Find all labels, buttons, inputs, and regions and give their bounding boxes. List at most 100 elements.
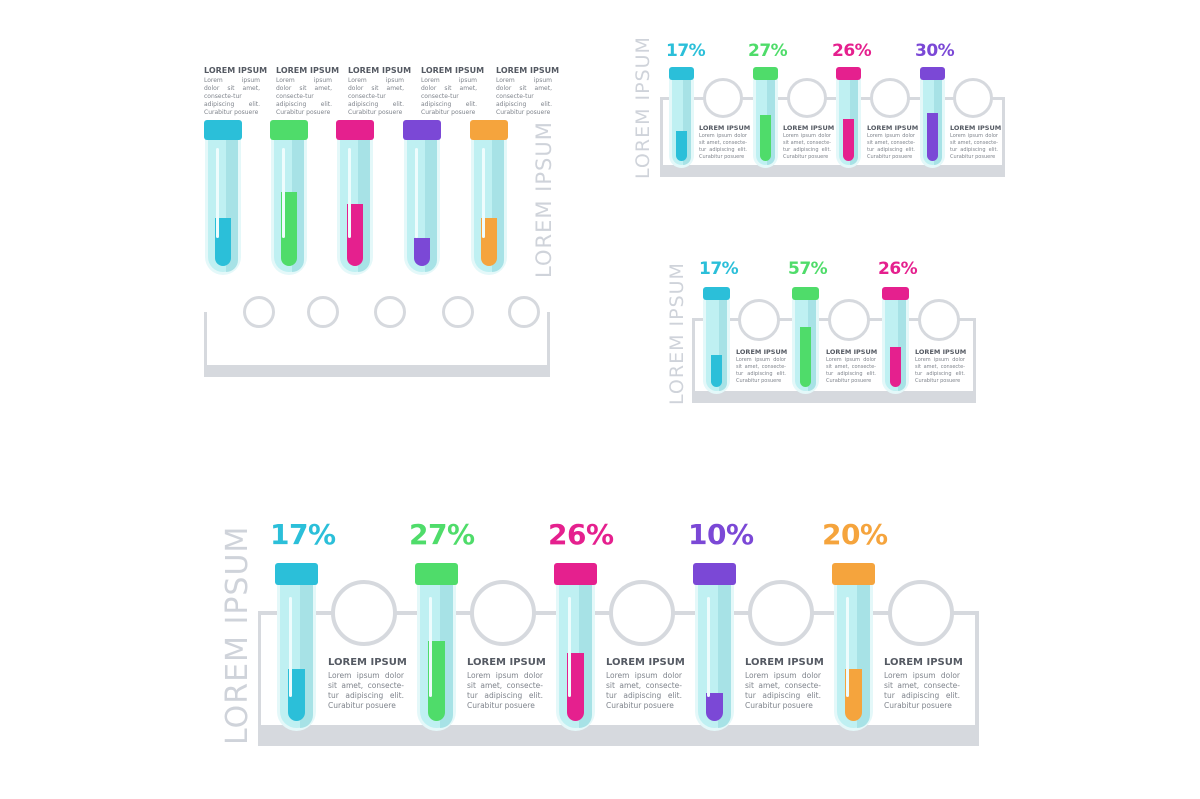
rack-frame — [204, 312, 207, 372]
liquid-fill — [711, 355, 722, 387]
percentage-label: 17% — [270, 518, 336, 551]
rack-base — [204, 365, 550, 377]
card-title: LOREM IPSUM — [204, 66, 268, 75]
test-tube-cyan — [703, 287, 730, 391]
rack-hole — [870, 78, 910, 118]
card-title: LOREM IPSUM — [467, 657, 546, 668]
test-tube-orange — [832, 563, 875, 728]
percentage-label: 27% — [409, 518, 475, 551]
tube-cap — [792, 287, 819, 300]
tube-cap — [336, 120, 374, 140]
test-tube-purple — [693, 563, 736, 728]
info-card: LOREM IPSUM Lorem ipsum dolor sit amet, … — [606, 657, 685, 711]
tube-cap — [470, 120, 508, 140]
card-body: Lorem ipsum dolor sit amet, consecte-tur… — [467, 671, 543, 710]
card-body: Lorem ipsum dolor sit amet, consecte-tur… — [736, 357, 786, 384]
info-card: LOREM IPSUM Lorem ipsum dolor sit amet, … — [867, 124, 919, 161]
info-card: LOREM IPSUM Lorem ipsum dolor sit amet, … — [783, 124, 834, 161]
liquid-fill — [215, 218, 231, 266]
rack-hole — [888, 580, 954, 646]
percentage-label: 17% — [699, 259, 739, 279]
rack-frame — [660, 97, 663, 177]
tube-cap — [832, 563, 875, 585]
percentage-label: 17% — [666, 41, 706, 61]
card-title: LOREM IPSUM — [736, 348, 788, 356]
tube-cap — [415, 563, 458, 585]
info-card: LOREM IPSUM Lorem ipsum dolor sit amet, … — [950, 124, 1002, 161]
liquid-fill — [288, 669, 305, 721]
test-tube-cyan — [204, 120, 242, 272]
infographic-top-left: LOREM IPSUM Lorem ipsum dolor sit amet, … — [195, 60, 565, 380]
rack-frame — [258, 611, 261, 746]
info-card: LOREM IPSUM Lorem ipsum dolor sit amet, … — [915, 348, 967, 385]
rack-hole — [748, 580, 814, 646]
card-body: Lorem ipsum dolor sit amet, consecte-tur… — [826, 357, 876, 384]
card-body: Lorem ipsum dolor sit amet, consecte-tur… — [745, 671, 821, 710]
vertical-label: LOREM IPSUM — [220, 525, 255, 745]
card-title: LOREM IPSUM — [496, 66, 560, 75]
card-body: Lorem ipsum dolor sit amet, consecte-tur… — [348, 77, 404, 116]
rack-base — [660, 165, 1005, 177]
card-title: LOREM IPSUM — [826, 348, 878, 356]
liquid-fill — [760, 115, 771, 161]
card-body: Lorem ipsum dolor sit amet, consecte-tur… — [204, 77, 260, 116]
card-title: LOREM IPSUM — [915, 348, 967, 356]
vertical-label: LOREM IPSUM — [632, 36, 654, 179]
liquid-fill — [890, 347, 901, 387]
infographic-bottom: LOREM IPSUM 17% 27% 26% 10% 20% — [220, 515, 990, 755]
rack-frame — [973, 318, 976, 403]
rack-hole — [953, 78, 993, 118]
card-body: Lorem ipsum dolor sit amet, consecte-tur… — [867, 133, 915, 160]
liquid-fill — [481, 218, 497, 266]
liquid-fill — [927, 113, 938, 161]
liquid-fill — [347, 204, 363, 266]
info-card: LOREM IPSUM Lorem ipsum dolor sit amet, … — [736, 348, 788, 385]
card-body: Lorem ipsum dolor sit amet, consecte-tur… — [276, 77, 332, 116]
card-title: LOREM IPSUM — [867, 124, 919, 132]
rack-frame — [547, 312, 550, 372]
test-tube-cyan — [275, 563, 318, 728]
tube-cap — [693, 563, 736, 585]
vertical-label: LOREM IPSUM — [666, 262, 688, 405]
liquid-fill — [800, 327, 811, 387]
info-card: LOREM IPSUM Lorem ipsum dolor sit amet, … — [276, 66, 340, 117]
percentage-label: 26% — [832, 41, 872, 61]
infographic-top-right: LOREM IPSUM 17% 27% 26% 30% LOREM IPSUM … — [630, 35, 1010, 185]
liquid-fill — [281, 192, 297, 266]
card-title: LOREM IPSUM — [884, 657, 963, 668]
tube-cap — [882, 287, 909, 300]
rack-hole — [470, 580, 536, 646]
rack-base — [692, 391, 976, 403]
test-tube-orange — [470, 120, 508, 272]
rack-base — [258, 725, 979, 746]
info-card: LOREM IPSUM Lorem ipsum dolor sit amet, … — [204, 66, 268, 117]
rack-frame — [692, 318, 695, 403]
card-title: LOREM IPSUM — [950, 124, 1002, 132]
liquid-fill — [567, 653, 584, 721]
percentage-label: 26% — [548, 518, 614, 551]
percentage-label: 27% — [748, 41, 788, 61]
liquid-fill — [428, 641, 445, 721]
test-tube-green — [753, 67, 778, 165]
card-body: Lorem ipsum dolor sit amet, consecte-tur… — [950, 133, 998, 160]
tube-cap — [204, 120, 242, 140]
liquid-fill — [843, 119, 854, 161]
card-body: Lorem ipsum dolor sit amet, consecte-tur… — [496, 77, 552, 116]
card-title: LOREM IPSUM — [348, 66, 412, 75]
test-tube-green — [270, 120, 308, 272]
tube-cap — [554, 563, 597, 585]
rack-hole — [703, 78, 743, 118]
test-tube-green — [792, 287, 819, 391]
card-title: LOREM IPSUM — [745, 657, 824, 668]
card-title: LOREM IPSUM — [699, 124, 751, 132]
tube-cap — [403, 120, 441, 140]
info-card: LOREM IPSUM Lorem ipsum dolor sit amet, … — [467, 657, 546, 711]
rack-hole — [918, 299, 960, 341]
percentage-label: 20% — [822, 518, 888, 551]
test-tube-magenta — [554, 563, 597, 728]
liquid-fill — [845, 669, 862, 721]
card-body: Lorem ipsum dolor sit amet, consecte-tur… — [783, 133, 831, 160]
card-title: LOREM IPSUM — [276, 66, 340, 75]
tube-cap — [669, 67, 694, 80]
test-tube-magenta — [336, 120, 374, 272]
